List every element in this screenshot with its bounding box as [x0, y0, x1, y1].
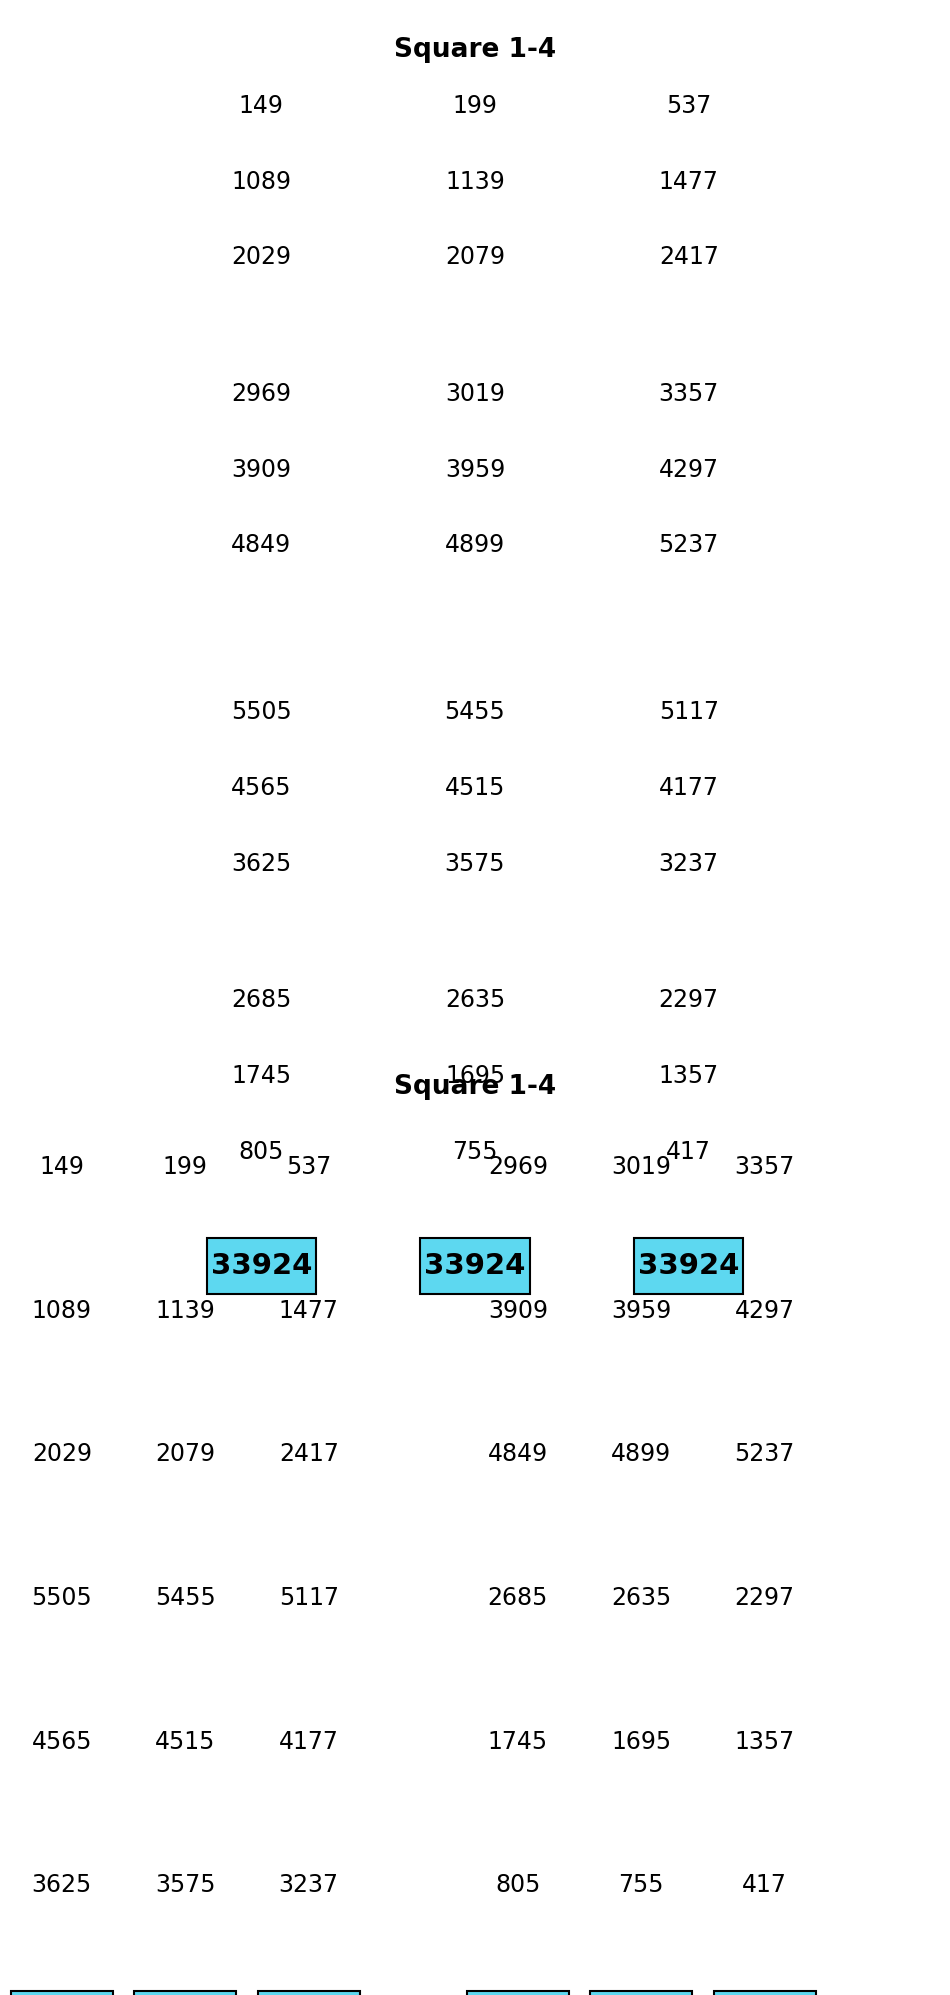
FancyBboxPatch shape [420, 1237, 530, 1293]
FancyBboxPatch shape [714, 1991, 815, 1995]
Text: 5237: 5237 [734, 1442, 795, 1466]
Text: 4899: 4899 [611, 1442, 672, 1466]
Text: 755: 755 [452, 1139, 498, 1163]
Text: 4297: 4297 [658, 457, 719, 481]
Text: 2417: 2417 [658, 245, 719, 269]
Text: 537: 537 [666, 94, 712, 118]
Text: 2297: 2297 [734, 1586, 795, 1610]
Text: 3625: 3625 [231, 852, 292, 876]
FancyBboxPatch shape [11, 1991, 112, 1995]
Text: 5505: 5505 [31, 1586, 92, 1610]
Text: 5455: 5455 [445, 700, 505, 724]
Text: 149: 149 [39, 1155, 85, 1179]
Text: 2969: 2969 [231, 381, 292, 405]
Text: 3237: 3237 [278, 1873, 339, 1897]
Text: 1477: 1477 [278, 1299, 339, 1323]
Text: 4565: 4565 [231, 776, 292, 800]
Text: 33924: 33924 [211, 1251, 312, 1279]
Text: 3019: 3019 [611, 1155, 672, 1179]
Text: 5117: 5117 [278, 1586, 339, 1610]
FancyBboxPatch shape [207, 1237, 315, 1293]
Text: Square 1-4: Square 1-4 [394, 36, 556, 64]
Text: 1477: 1477 [658, 170, 719, 194]
Text: 2079: 2079 [445, 245, 505, 269]
Text: 1695: 1695 [611, 1730, 672, 1754]
FancyBboxPatch shape [258, 1991, 359, 1995]
Text: 4515: 4515 [155, 1730, 216, 1754]
Text: 3357: 3357 [734, 1155, 795, 1179]
Text: 3019: 3019 [445, 381, 505, 405]
Text: 1139: 1139 [446, 170, 504, 194]
Text: 2685: 2685 [231, 988, 292, 1011]
Text: 4849: 4849 [231, 533, 292, 557]
Text: 5505: 5505 [231, 700, 292, 724]
Text: 1745: 1745 [487, 1730, 548, 1754]
Text: 2969: 2969 [487, 1155, 548, 1179]
Text: 199: 199 [452, 94, 498, 118]
Text: 199: 199 [162, 1155, 208, 1179]
Text: 3959: 3959 [611, 1299, 672, 1323]
Text: 4177: 4177 [658, 776, 719, 800]
FancyBboxPatch shape [135, 1991, 236, 1995]
Text: 3575: 3575 [155, 1873, 216, 1897]
Text: 537: 537 [286, 1155, 332, 1179]
Text: 1745: 1745 [231, 1063, 292, 1087]
Text: 33924: 33924 [425, 1251, 525, 1279]
Text: 417: 417 [666, 1139, 712, 1163]
Text: 4899: 4899 [445, 533, 505, 557]
Text: 3625: 3625 [31, 1873, 92, 1897]
Text: 1357: 1357 [734, 1730, 795, 1754]
Text: 3959: 3959 [445, 457, 505, 481]
Text: 2029: 2029 [231, 245, 292, 269]
Text: 1089: 1089 [231, 170, 292, 194]
Text: Square 1-4: Square 1-4 [394, 1073, 556, 1101]
Text: 417: 417 [742, 1873, 788, 1897]
Text: 2079: 2079 [155, 1442, 216, 1466]
Text: 5455: 5455 [155, 1586, 216, 1610]
Text: 4515: 4515 [445, 776, 505, 800]
Text: 5237: 5237 [658, 533, 719, 557]
Text: 755: 755 [618, 1873, 664, 1897]
Text: 4565: 4565 [31, 1730, 92, 1754]
Text: 3909: 3909 [487, 1299, 548, 1323]
Text: 1139: 1139 [156, 1299, 215, 1323]
Text: 2635: 2635 [611, 1586, 672, 1610]
FancyBboxPatch shape [635, 1237, 743, 1293]
Text: 2635: 2635 [445, 988, 505, 1011]
Text: 805: 805 [238, 1139, 284, 1163]
Text: 805: 805 [495, 1873, 541, 1897]
Text: 3357: 3357 [658, 381, 719, 405]
Text: 1357: 1357 [658, 1063, 719, 1087]
Text: 3237: 3237 [658, 852, 719, 876]
Text: 4297: 4297 [734, 1299, 795, 1323]
FancyBboxPatch shape [467, 1991, 568, 1995]
Text: 4177: 4177 [278, 1730, 339, 1754]
Text: 2685: 2685 [487, 1586, 548, 1610]
Text: 149: 149 [238, 94, 284, 118]
FancyBboxPatch shape [591, 1991, 692, 1995]
Text: 2417: 2417 [278, 1442, 339, 1466]
Text: 3575: 3575 [445, 852, 505, 876]
Text: 2297: 2297 [658, 988, 719, 1011]
Text: 33924: 33924 [638, 1251, 739, 1279]
Text: 2029: 2029 [31, 1442, 92, 1466]
Text: 1089: 1089 [31, 1299, 92, 1323]
Text: 1695: 1695 [445, 1063, 505, 1087]
Text: 4849: 4849 [487, 1442, 548, 1466]
Text: 5117: 5117 [658, 700, 719, 724]
Text: 3909: 3909 [231, 457, 292, 481]
